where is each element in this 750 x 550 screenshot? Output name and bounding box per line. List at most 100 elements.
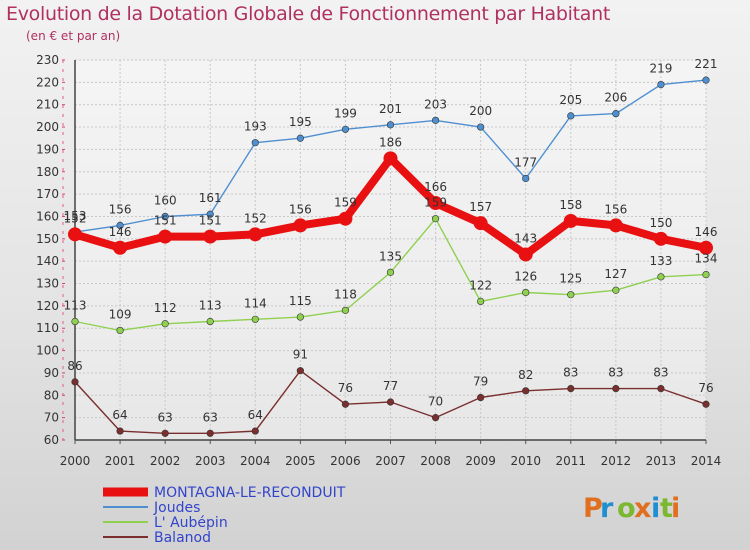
data-point-joudes: [657, 80, 665, 89]
data-point-joudes: [386, 121, 395, 129]
data-point-l-aub-pin: [702, 270, 710, 279]
data-label-joudes: 203: [424, 97, 447, 111]
legend-label-balanod: Balanod: [154, 530, 211, 546]
data-label-balanod: 76: [338, 381, 353, 395]
data-point-balanod: [251, 427, 259, 435]
logo-letter: o: [617, 493, 636, 524]
data-point-balanod: [341, 400, 350, 408]
data-label-l-aub-pin: 134: [695, 252, 718, 266]
data-point-joudes: [296, 134, 304, 142]
y-tick-label: 90: [44, 366, 59, 380]
data-point-balanod: [702, 400, 710, 408]
x-tick-label: 2009: [465, 454, 496, 468]
data-label-joudes: 160: [154, 193, 177, 207]
data-label-balanod: 77: [383, 379, 398, 393]
data-point-montagna-le-reconduit: [338, 211, 353, 226]
data-point-montagna-le-reconduit: [248, 227, 263, 242]
data-label-balanod: 82: [518, 368, 533, 382]
data-point-balanod: [657, 384, 665, 393]
data-label-l-aub-pin: 135: [379, 249, 402, 263]
x-tick-label: 2007: [375, 454, 406, 468]
logo-letter: P: [583, 493, 603, 524]
data-point-balanod: [206, 429, 214, 437]
data-point-montagna-le-reconduit: [653, 231, 668, 246]
data-point-balanod: [612, 384, 620, 393]
data-label-balanod: 79: [473, 375, 488, 389]
x-tick-label: 2013: [646, 454, 677, 468]
data-label-balanod: 83: [608, 366, 623, 380]
data-point-montagna-le-reconduit: [428, 196, 443, 211]
y-tick-label: 150: [36, 232, 59, 246]
data-label-montagna-le-reconduit: 158: [559, 198, 582, 212]
data-label-balanod: 83: [653, 366, 668, 380]
data-point-montagna-le-reconduit: [68, 227, 82, 242]
x-tick-label: 2001: [105, 454, 136, 468]
chart-title: Evolution de la Dotation Globale de Fonc…: [6, 3, 611, 25]
y-tick-label: 100: [36, 344, 59, 358]
data-point-montagna-le-reconduit: [608, 218, 623, 233]
y-tick-label: 70: [44, 411, 59, 425]
data-label-montagna-le-reconduit: 157: [469, 200, 492, 214]
x-tick-label: 2010: [510, 454, 541, 468]
data-point-montagna-le-reconduit: [699, 240, 713, 255]
data-point-montagna-le-reconduit: [563, 213, 578, 228]
logo-letter: t: [660, 493, 673, 524]
data-label-l-aub-pin: 114: [244, 296, 267, 310]
data-label-joudes: 200: [469, 104, 492, 118]
data-point-montagna-le-reconduit: [113, 240, 128, 255]
data-label-l-aub-pin: 112: [154, 301, 177, 315]
data-label-montagna-le-reconduit: 151: [154, 214, 177, 228]
data-point-joudes: [251, 139, 259, 147]
data-point-balanod: [567, 384, 575, 393]
y-tick-label: 230: [36, 53, 59, 67]
logo-letter: i: [651, 493, 660, 524]
logo-letter: r: [600, 493, 614, 524]
data-label-joudes: 195: [289, 115, 312, 129]
data-point-joudes: [341, 125, 350, 133]
data-label-montagna-le-reconduit: 152: [64, 211, 87, 225]
x-tick-label: 2004: [240, 454, 271, 468]
data-label-balanod: 64: [248, 408, 263, 422]
y-tick-label: 120: [36, 299, 59, 313]
y-tick-label: 190: [36, 142, 59, 156]
data-label-montagna-le-reconduit: 143: [514, 231, 537, 245]
x-tick-label: 2005: [285, 454, 316, 468]
x-tick-label: 2014: [691, 454, 722, 468]
data-label-l-aub-pin: 118: [334, 287, 357, 301]
axes: 60 70 80 90 100 110 120 130 140 150 160 170 180 190 20…: [36, 53, 721, 468]
data-point-joudes: [702, 76, 710, 84]
data-point-balanod: [116, 427, 124, 435]
data-label-joudes: 153: [64, 209, 87, 223]
data-label-l-aub-pin: 159: [424, 196, 447, 210]
data-point-balanod: [161, 429, 169, 437]
y-tick-label: 130: [36, 277, 59, 291]
x-tick-label: 2006: [330, 454, 361, 468]
data-label-montagna-le-reconduit: 156: [289, 202, 312, 216]
data-point-joudes: [206, 210, 214, 218]
data-point-l-aub-pin: [161, 320, 169, 328]
x-tick-label: 2008: [420, 454, 451, 468]
y-tick-label: 210: [36, 98, 59, 112]
data-point-l-aub-pin: [341, 306, 350, 314]
data-label-montagna-le-reconduit: 159: [334, 196, 357, 210]
proxiti-logo: Pr ox i ti: [583, 493, 680, 524]
data-label-balanod: 91: [293, 348, 308, 362]
data-point-montagna-le-reconduit: [473, 216, 488, 231]
data-label-joudes: 161: [199, 191, 222, 205]
y-tick-label: 140: [36, 254, 59, 268]
legend-label-montagna-le-reconduit: MONTAGNA-LE-RECONDUIT: [154, 485, 346, 501]
data-point-joudes: [477, 123, 485, 131]
data-point-l-aub-pin: [657, 273, 665, 281]
data-label-joudes: 221: [695, 57, 718, 71]
data-point-balanod: [296, 367, 304, 375]
data-label-l-aub-pin: 133: [649, 254, 672, 268]
data-point-joudes: [522, 174, 530, 183]
y-tick-label: 220: [36, 75, 59, 89]
data-label-joudes: 205: [559, 93, 582, 107]
data-point-l-aub-pin: [71, 317, 79, 326]
data-point-balanod: [477, 393, 485, 402]
data-point-balanod: [431, 414, 440, 422]
